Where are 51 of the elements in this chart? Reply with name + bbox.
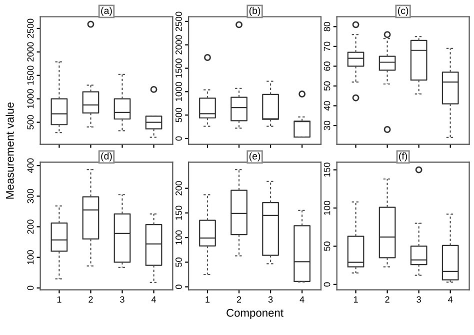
x-tick-label: 4 bbox=[151, 296, 156, 303]
y-tick-label: 200 bbox=[176, 181, 182, 196]
y-tick-label: 1500 bbox=[27, 66, 34, 85]
chart-title: (a) bbox=[101, 6, 112, 16]
y-axis-title: Measurement value bbox=[6, 102, 14, 199]
y-tick-label: 70 bbox=[324, 42, 330, 51]
x-tick-label: 2 bbox=[385, 296, 390, 303]
y-tick-label: 1000 bbox=[176, 82, 182, 102]
y-tick-label: 2000 bbox=[176, 35, 182, 54]
y-tick-label: 200 bbox=[27, 220, 34, 234]
x-tick-label: 2 bbox=[236, 296, 242, 303]
y-tick-label: 50 bbox=[324, 81, 330, 91]
y-tick-label: 30 bbox=[324, 120, 330, 130]
y-tick-label: 0 bbox=[176, 136, 182, 141]
y-tick-label: 100 bbox=[176, 230, 182, 244]
y-tick-label: 400 bbox=[27, 158, 34, 173]
x-tick-label: 2 bbox=[88, 296, 93, 303]
y-tick-label: 40 bbox=[324, 101, 330, 111]
y-tick-label: 2500 bbox=[27, 18, 34, 38]
chart-title: (d) bbox=[101, 152, 112, 162]
y-tick-label: 80 bbox=[324, 22, 330, 32]
chart-title: (c) bbox=[398, 6, 408, 16]
chart-title: (b) bbox=[249, 6, 260, 16]
y-tick-label: 2500 bbox=[176, 12, 182, 32]
y-tick-label: 150 bbox=[176, 206, 182, 220]
x-axis-title: Component bbox=[226, 308, 284, 319]
y-tick-label: 0 bbox=[27, 286, 34, 290]
x-tick-label: 3 bbox=[120, 296, 124, 303]
x-tick-label: 3 bbox=[268, 296, 273, 303]
y-tick-label: 100 bbox=[324, 200, 330, 215]
x-tick-label: 1 bbox=[206, 296, 210, 303]
y-tick-label: 0 bbox=[176, 284, 182, 289]
chart-title: (f) bbox=[399, 152, 408, 162]
y-tick-label: 300 bbox=[27, 188, 34, 204]
x-tick-label: 1 bbox=[57, 296, 62, 303]
y-tick-label: 2000 bbox=[27, 42, 34, 62]
y-tick-label: 500 bbox=[27, 115, 34, 130]
y-tick-label: 0 bbox=[324, 282, 330, 287]
x-tick-label: 4 bbox=[448, 296, 453, 303]
x-tick-label: 3 bbox=[416, 296, 421, 303]
chart-title: (e) bbox=[249, 152, 260, 162]
y-tick-label: 150 bbox=[324, 162, 330, 177]
y-tick-label: 100 bbox=[27, 250, 34, 264]
x-tick-label: 4 bbox=[300, 296, 304, 303]
y-tick-label: 50 bbox=[176, 258, 182, 267]
y-tick-label: 500 bbox=[176, 108, 182, 122]
y-tick-label: 50 bbox=[324, 242, 330, 251]
y-tick-label: 1500 bbox=[176, 58, 182, 78]
y-tick-label: 60 bbox=[324, 62, 330, 71]
x-tick-label: 1 bbox=[354, 296, 358, 303]
y-tick-label: 1000 bbox=[27, 89, 34, 108]
